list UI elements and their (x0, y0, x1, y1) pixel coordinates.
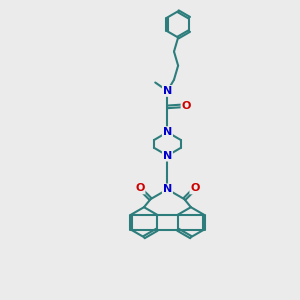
Text: N: N (163, 127, 172, 137)
Text: O: O (190, 183, 200, 194)
Text: O: O (135, 183, 145, 194)
Text: N: N (163, 151, 172, 160)
Text: N: N (163, 86, 172, 96)
Text: O: O (182, 101, 191, 111)
Text: N: N (163, 184, 172, 194)
